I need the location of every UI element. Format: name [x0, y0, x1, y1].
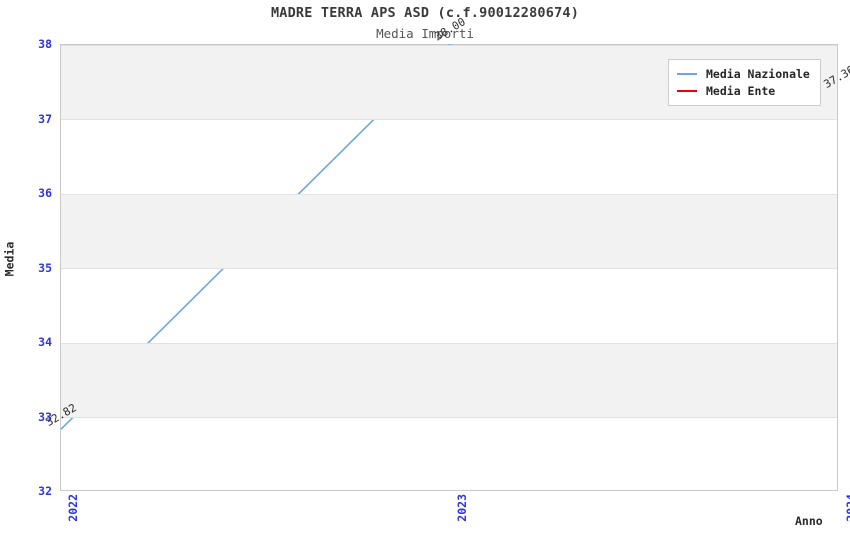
- legend-label: Media Nazionale: [706, 66, 810, 81]
- grid-band: [61, 194, 837, 269]
- y-axis-label: Media: [2, 241, 17, 277]
- x-tick-label: 2022: [66, 494, 80, 522]
- legend-item[interactable]: Media Ente: [677, 82, 810, 99]
- x-axis-ticks: 2022 2023 2024: [60, 494, 850, 544]
- legend-line-icon: [677, 89, 697, 92]
- legend-item[interactable]: Media Nazionale: [677, 65, 810, 82]
- y-axis-ticks: 32 33 34 35 36 37 38: [0, 37, 52, 498]
- grid-band: [61, 343, 837, 418]
- legend-label: Media Ente: [706, 83, 776, 98]
- y-tick-label: 38: [38, 37, 52, 51]
- y-tick-label: 34: [38, 335, 52, 349]
- x-tick-label: 2024: [844, 494, 850, 522]
- y-tick-label: 33: [38, 409, 52, 424]
- chart-subtitle: Media Importi: [376, 26, 474, 41]
- y-tick-label: 36: [38, 186, 52, 200]
- chart-legend[interactable]: Media Nazionale Media Ente: [668, 59, 821, 106]
- legend-line-icon: [677, 72, 697, 75]
- y-tick-label: 32: [38, 484, 52, 498]
- x-axis-label: Anno: [795, 514, 823, 528]
- plot-area: [60, 44, 838, 491]
- x-tick-label: 2023: [455, 494, 469, 522]
- chart-title: MADRE TERRA APS ASD (c.f.90012280674): [270, 5, 580, 21]
- y-tick-label: 37: [38, 111, 52, 126]
- y-tick-label: 35: [38, 260, 52, 275]
